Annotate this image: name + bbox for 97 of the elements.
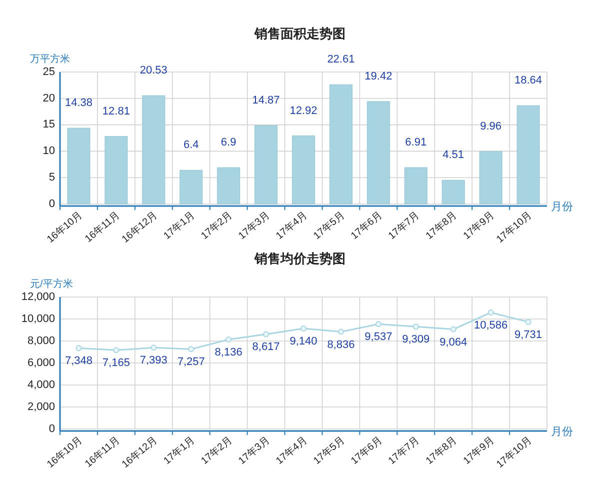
x-tick-label: 17年1月 [161,434,198,467]
data-label: 19.42 [364,70,392,82]
bar [67,128,90,204]
data-label: 10,586 [474,320,508,332]
x-tick-label: 17年6月 [348,209,384,242]
bar [254,125,278,204]
bar [442,180,465,204]
x-tick-label: 17年8月 [423,209,460,242]
x-tick-label: 17年9月 [460,434,497,467]
bar [292,136,315,204]
data-label: 9.96 [480,120,502,132]
x-tick-label: 17年4月 [274,434,310,467]
data-label: 8,836 [327,338,355,351]
x-tick-label: 17年1月 [161,209,198,242]
chart-title: 销售均价走势图 [254,251,346,266]
point [263,331,270,338]
x-tick-label: 17年3月 [236,209,272,242]
x-tick-label: 17年8月 [423,434,460,467]
bar [180,170,203,204]
point [412,324,419,330]
x-tick-label: 17年10月 [494,209,534,246]
data-label: 8,136 [214,346,242,359]
data-label: 9,537 [364,331,392,344]
y-tick-label: 5 [48,171,55,184]
data-label: 6.4 [183,139,199,152]
point [450,326,456,332]
data-label: 7,165 [102,357,130,370]
y-tick-label: 6,000 [27,356,55,369]
y-axis-title: 元/平方米 [30,278,73,290]
data-label: 14.87 [252,94,280,106]
y-tick-label: 10 [42,145,55,158]
bar [366,101,390,204]
y-axis-title: 万平方米 [30,53,70,65]
y-tick-label: 25 [42,66,55,78]
bar [516,105,540,204]
x-tick-label: 17年10月 [494,434,534,470]
data-label: 9,309 [402,334,430,346]
chart-title: 销售面积走势图 [254,26,346,41]
y-tick-label: 20 [42,92,55,104]
data-label: 22.61 [327,54,355,66]
y-tick-label: 10,000 [21,312,55,325]
data-label: 8,617 [252,341,280,354]
x-axis-title: 月份 [551,201,573,213]
x-tick-label: 16年12月 [120,209,160,246]
point [113,347,120,354]
point [525,318,532,325]
x-tick-label: 16年10月 [44,434,85,470]
data-label: 9,140 [290,335,318,348]
x-tick-label: 17年6月 [348,434,384,467]
x-tick-label: 17年2月 [198,209,235,242]
y-tick-label: 12,000 [21,290,55,303]
x-axis-title: 月份 [551,426,573,438]
point [226,336,232,343]
data-label: 18.64 [514,74,542,87]
y-tick-label: 4,000 [27,378,55,391]
data-label: 6.9 [220,136,236,149]
data-label: 7,348 [64,355,92,368]
data-label: 9,064 [440,336,468,348]
point [150,344,157,351]
data-label: 20.53 [140,64,168,77]
x-tick-label: 17年5月 [311,434,347,467]
data-label: 6.91 [405,136,427,149]
point [338,328,344,335]
data-label: 4.51 [442,149,464,162]
data-label: 12.81 [102,105,130,118]
bar [104,136,128,204]
y-tick-label: 0 [48,198,55,210]
bar [142,95,166,204]
data-label: 14.38 [64,97,92,110]
x-tick-label: 17年3月 [236,434,272,467]
x-tick-label: 17年7月 [386,434,422,467]
x-tick-label: 17年4月 [274,209,310,242]
y-tick-label: 2,000 [27,400,55,413]
point [375,321,382,328]
point [188,346,194,352]
point [488,310,494,316]
x-tick-label: 16年10月 [44,209,85,246]
y-tick-label: 8,000 [27,334,55,347]
x-tick-label: 16年11月 [82,209,122,245]
bar [329,84,352,204]
data-label: 9,731 [514,328,542,341]
bar [217,167,240,204]
data-label: 7,393 [140,354,168,367]
x-tick-label: 16年12月 [120,434,160,470]
x-tick-label: 17年2月 [198,434,235,467]
x-tick-label: 17年5月 [311,209,347,242]
bar [479,151,502,204]
x-tick-label: 16年11月 [82,434,122,470]
y-tick-label: 15 [42,118,55,131]
data-label: 7,257 [177,356,205,368]
point [300,325,306,332]
point [76,345,82,352]
bar [404,167,428,204]
y-tick-label: 0 [48,422,55,435]
x-tick-label: 17年9月 [460,209,497,242]
data-label: 12.92 [290,104,318,117]
x-tick-label: 17年7月 [386,209,422,242]
